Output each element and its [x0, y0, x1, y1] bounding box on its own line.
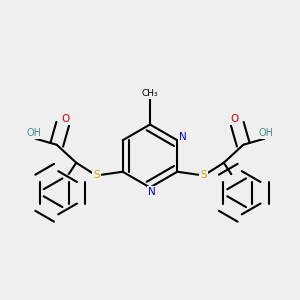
Text: N: N: [148, 187, 155, 197]
Text: OH: OH: [258, 128, 273, 138]
Text: O: O: [61, 114, 69, 124]
Text: S: S: [200, 170, 207, 180]
Text: O: O: [231, 114, 239, 124]
Text: N: N: [179, 132, 187, 142]
Text: S: S: [93, 170, 100, 180]
Text: CH₃: CH₃: [142, 89, 158, 98]
Text: OH: OH: [27, 128, 42, 138]
